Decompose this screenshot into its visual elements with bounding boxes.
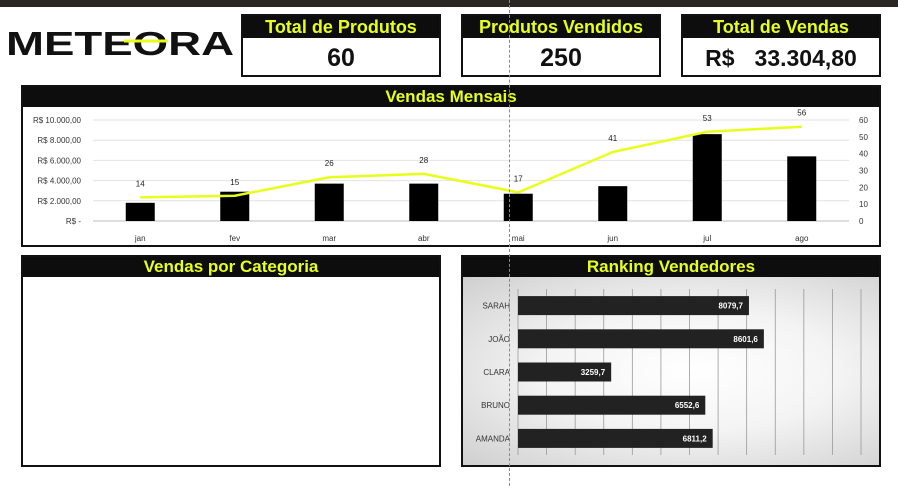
kpi-total-vendas-label: Total de Vendas <box>683 16 879 38</box>
svg-text:METEORA: METEORA <box>6 26 234 62</box>
y2-tick-label: 20 <box>859 183 868 192</box>
x-tick-label: abr <box>418 234 430 243</box>
vendas-mensais-chart: R$ - R$ 2.000,00 R$ 4.000,00 R$ 6.000,00 R$ … <box>33 109 868 243</box>
kpi-total-vendas-value: R$ 33.304,80 <box>683 38 879 78</box>
rank-category-label: SARAH <box>482 302 510 311</box>
x-tick-label: jun <box>606 234 618 243</box>
quantity-line <box>140 125 802 199</box>
bar-ago <box>787 156 817 221</box>
kpi-total-produtos: Total de Produtos 60 <box>241 14 441 77</box>
bar-mai <box>503 193 533 221</box>
vendas-mensais-title: Vendas Mensais <box>23 87 879 107</box>
y-tick-label: R$ 4.000,00 <box>37 177 81 186</box>
kpi-produtos-vendidos: Produtos Vendidos 250 <box>461 14 661 77</box>
bar-jan <box>125 202 155 221</box>
rank-category-label: AMANDA <box>476 434 511 443</box>
y2-tick-label: 60 <box>859 116 868 125</box>
data-label: 41 <box>608 134 617 143</box>
rank-bar-1 <box>518 329 764 349</box>
kpi-produtos-vendidos-label: Produtos Vendidos <box>463 16 659 38</box>
y2-tick-label: 0 <box>859 217 864 226</box>
y2-tick-label: 10 <box>859 200 868 209</box>
rank-value-label: 8601,6 <box>733 335 758 344</box>
data-label: 14 <box>136 179 145 188</box>
vendas-mensais-panel: Vendas Mensais R$ - R$ 2.000,00 R$ 4.000,0… <box>21 85 881 247</box>
data-label: 17 <box>514 174 523 183</box>
kpi-total-produtos-label: Total de Produtos <box>243 16 439 38</box>
kpi-total-vendas-currency: R$ <box>705 45 735 71</box>
y-tick-label: R$ 2.000,00 <box>37 197 81 206</box>
y-tick-label: R$ 8.000,00 <box>37 136 81 145</box>
vendas-categoria-panel: Vendas por Categoria <box>21 255 441 467</box>
meteora-logo: METEORA <box>6 26 234 62</box>
rank-value-label: 3259,7 <box>581 368 606 377</box>
rank-category-label: CLARA <box>483 368 510 377</box>
rank-value-label: 8079,7 <box>718 302 743 311</box>
x-tick-label: mar <box>322 234 336 243</box>
y-tick-label: R$ 10.000,00 <box>33 116 82 125</box>
bar-jun <box>598 186 628 221</box>
rank-value-label: 6552,6 <box>675 401 700 410</box>
y2-tick-label: 40 <box>859 150 868 159</box>
y2-tick-label: 50 <box>859 133 868 142</box>
x-tick-label: mai <box>512 234 525 243</box>
kpi-total-vendas: Total de Vendas R$ 33.304,80 <box>681 14 881 77</box>
data-label: 15 <box>230 178 239 187</box>
data-label: 53 <box>703 114 712 123</box>
x-tick-label: jul <box>702 234 711 243</box>
x-tick-label: ago <box>795 234 809 243</box>
kpi-total-vendas-amount: 33.304,80 <box>754 45 857 71</box>
rank-bar-0 <box>518 296 749 316</box>
ranking-vendedores-chart: SARAH 8079,7 JOÃO 8601,6 CLARA 3259,7 BRUNO 655… <box>476 289 862 455</box>
ranking-vendedores-title: Ranking Vendedores <box>463 257 879 277</box>
bar-jul <box>692 134 722 221</box>
bar-mar <box>314 183 344 221</box>
ranking-plot-area: SARAH 8079,7 JOÃO 8601,6 CLARA 3259,7 BRUNO 655… <box>463 277 879 465</box>
y-tick-label: R$ 6.000,00 <box>37 156 81 165</box>
data-label: 26 <box>325 159 334 168</box>
top-bar <box>0 0 898 7</box>
rank-category-label: JOÃO <box>488 335 510 344</box>
x-tick-label: jan <box>134 234 146 243</box>
page-break-line <box>509 0 510 486</box>
rank-bar-4 <box>518 428 713 448</box>
data-label: 56 <box>797 109 806 118</box>
vendas-categoria-title: Vendas por Categoria <box>23 257 439 277</box>
rank-value-label: 6811,2 <box>683 434 708 443</box>
y2-tick-label: 30 <box>859 167 868 176</box>
y-tick-label: R$ - <box>66 217 81 226</box>
rank-bar-3 <box>518 395 706 415</box>
rank-bar-2 <box>518 362 612 382</box>
kpi-total-produtos-value: 60 <box>327 44 355 72</box>
rank-category-label: BRUNO <box>481 401 510 410</box>
x-tick-label: fev <box>229 234 240 243</box>
bar-abr <box>409 183 439 221</box>
kpi-produtos-vendidos-value: 250 <box>540 44 582 72</box>
data-label: 28 <box>419 156 428 165</box>
ranking-vendedores-panel: Ranking Vendedores SARAH 8079,7 JOÃO 8601,6… <box>461 255 881 467</box>
